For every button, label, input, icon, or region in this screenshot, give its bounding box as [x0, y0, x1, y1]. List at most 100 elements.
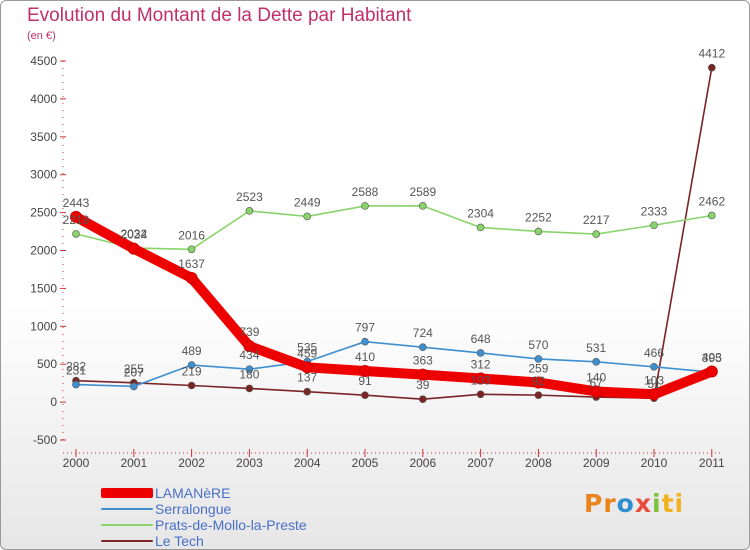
data-label: 489: [182, 344, 202, 358]
data-label: 2588: [352, 185, 379, 199]
data-point: [303, 212, 312, 221]
data-label: 103: [471, 373, 491, 387]
data-point: [301, 361, 314, 374]
legend-label: Serralongue: [155, 501, 232, 517]
data-label: 259: [528, 361, 548, 375]
data-point: [476, 390, 485, 399]
data-label: 231: [66, 364, 86, 378]
data-label: 92: [532, 374, 546, 388]
y-tick-label: 3000: [30, 168, 57, 182]
data-point: [707, 63, 716, 72]
data-label: 570: [528, 338, 548, 352]
data-label: 207: [124, 365, 144, 379]
data-label: 51: [647, 377, 661, 391]
data-label: 459: [297, 346, 317, 360]
data-label: 219: [182, 364, 202, 378]
data-point: [187, 361, 196, 369]
x-tick-label: 2006: [409, 456, 436, 470]
legend-label: Le Tech: [155, 533, 204, 549]
y-tick-label: 4500: [30, 54, 57, 68]
data-label: 91: [358, 374, 372, 388]
proxiti-logo: Proxiti: [584, 489, 684, 518]
data-point: [72, 380, 80, 389]
data-point: [418, 395, 427, 403]
data-label: 140: [586, 370, 606, 384]
x-tick-label: 2001: [120, 456, 147, 470]
data-label: 2217: [583, 213, 610, 227]
data-point: [534, 227, 543, 236]
data-point: [187, 245, 196, 254]
x-tick-label: 2003: [236, 456, 263, 470]
x-tick-label: 2009: [583, 456, 610, 470]
data-point: [361, 337, 369, 346]
x-tick-label: 2008: [525, 456, 552, 470]
data-label: 2016: [178, 228, 205, 242]
legend: LAMANèRE Serralongue Prats-de-Mollo-la-Pre…: [101, 485, 361, 549]
data-label: 403: [702, 351, 722, 365]
data-point: [650, 362, 658, 371]
data-point: [243, 340, 256, 353]
data-point: [245, 384, 254, 393]
y-tick-label: 4000: [30, 92, 57, 106]
x-tick-label: 2005: [352, 456, 379, 470]
data-label: 4412: [698, 47, 725, 61]
data-point: [418, 202, 427, 210]
legend-swatch: [101, 540, 153, 542]
data-point: [359, 365, 371, 378]
data-label: 2219: [63, 213, 90, 227]
data-point: [127, 242, 140, 255]
data-point: [476, 223, 485, 232]
x-tick-label: 2002: [178, 456, 205, 470]
data-point: [130, 382, 138, 391]
logo-part: x: [634, 489, 652, 518]
data-point: [187, 381, 196, 390]
legend-swatch: [101, 508, 153, 510]
data-label: 724: [413, 326, 433, 340]
data-label: 2032: [120, 227, 147, 241]
data-point: [245, 365, 254, 374]
data-label: 466: [644, 346, 664, 360]
data-label: 2449: [294, 195, 321, 209]
chart-subtitle: (en €): [27, 30, 56, 42]
data-point: [650, 221, 658, 230]
data-label: 535: [297, 341, 317, 355]
series-line: [75, 66, 713, 400]
legend-swatch: [101, 488, 153, 498]
data-point: [648, 388, 660, 401]
data-point: [70, 210, 82, 223]
data-point: [361, 202, 369, 210]
data-label: 39: [416, 378, 430, 392]
data-point: [416, 368, 429, 381]
x-tick-label: 2000: [63, 456, 90, 470]
data-label: 2589: [409, 185, 436, 199]
data-label: 648: [471, 332, 491, 346]
data-point: [707, 211, 716, 220]
data-label: 2443: [63, 196, 90, 210]
x-tick-label: 2010: [641, 456, 668, 470]
legend-label: Prats-de-Mollo-la-Preste: [155, 517, 307, 533]
legend-swatch: [101, 524, 153, 526]
y-tick-label: 0: [50, 395, 57, 409]
legend-item: Le Tech: [101, 533, 361, 549]
chart-title: Evolution du Montant de la Dette par Hab…: [27, 5, 412, 26]
y-tick-label: 1000: [30, 319, 57, 333]
data-label: 255: [124, 362, 144, 376]
data-point: [245, 207, 254, 215]
data-label: 312: [471, 357, 491, 371]
data-label: 1637: [178, 257, 205, 271]
data-point: [534, 355, 543, 363]
data-point: [590, 385, 603, 398]
data-point: [361, 391, 369, 400]
data-label: 531: [586, 341, 606, 355]
y-tick-label: 1500: [30, 281, 57, 295]
series-line: [75, 340, 713, 388]
logo-part: o: [616, 489, 635, 518]
data-point: [72, 230, 80, 238]
legend-item: Serralongue: [101, 501, 361, 517]
data-label: 180: [239, 367, 259, 381]
y-tick-label: 2000: [30, 244, 57, 258]
data-label: 410: [355, 350, 375, 364]
series-line: [75, 205, 713, 251]
